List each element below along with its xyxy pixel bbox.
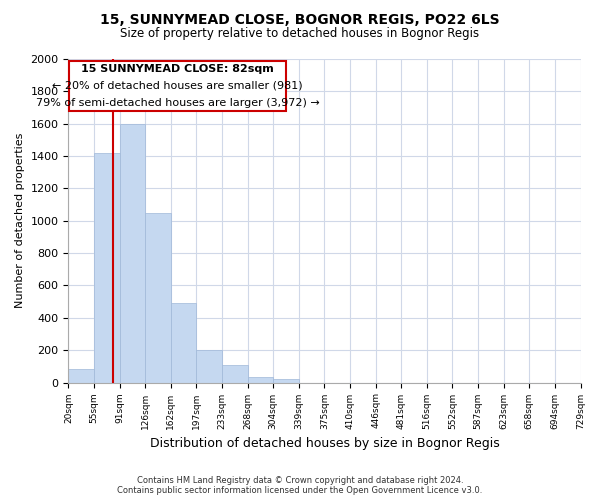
Bar (273, 380, 299, 382)
FancyBboxPatch shape (69, 60, 286, 111)
Text: 79% of semi-detached houses are larger (3,972) →: 79% of semi-detached houses are larger (… (35, 98, 319, 108)
Text: 15 SUNNYMEAD CLOSE: 82sqm: 15 SUNNYMEAD CLOSE: 82sqm (81, 64, 274, 74)
Y-axis label: Number of detached properties: Number of detached properties (15, 133, 25, 308)
Text: Size of property relative to detached houses in Bognor Regis: Size of property relative to detached ho… (121, 28, 479, 40)
Bar (68, 369, 94, 382)
Text: ← 20% of detached houses are smaller (981): ← 20% of detached houses are smaller (98… (52, 80, 303, 90)
Bar (196, 350, 222, 382)
Bar (248, 377, 273, 382)
X-axis label: Distribution of detached houses by size in Bognor Regis: Distribution of detached houses by size … (149, 437, 499, 450)
Text: Contains HM Land Registry data © Crown copyright and database right 2024.
Contai: Contains HM Land Registry data © Crown c… (118, 476, 482, 495)
Bar (94, 153, 119, 382)
Text: 15, SUNNYMEAD CLOSE, BOGNOR REGIS, PO22 6LS: 15, SUNNYMEAD CLOSE, BOGNOR REGIS, PO22 … (100, 12, 500, 26)
Bar (145, 212, 171, 382)
Bar (171, 304, 196, 382)
Bar (222, 365, 248, 382)
Bar (119, 124, 145, 382)
